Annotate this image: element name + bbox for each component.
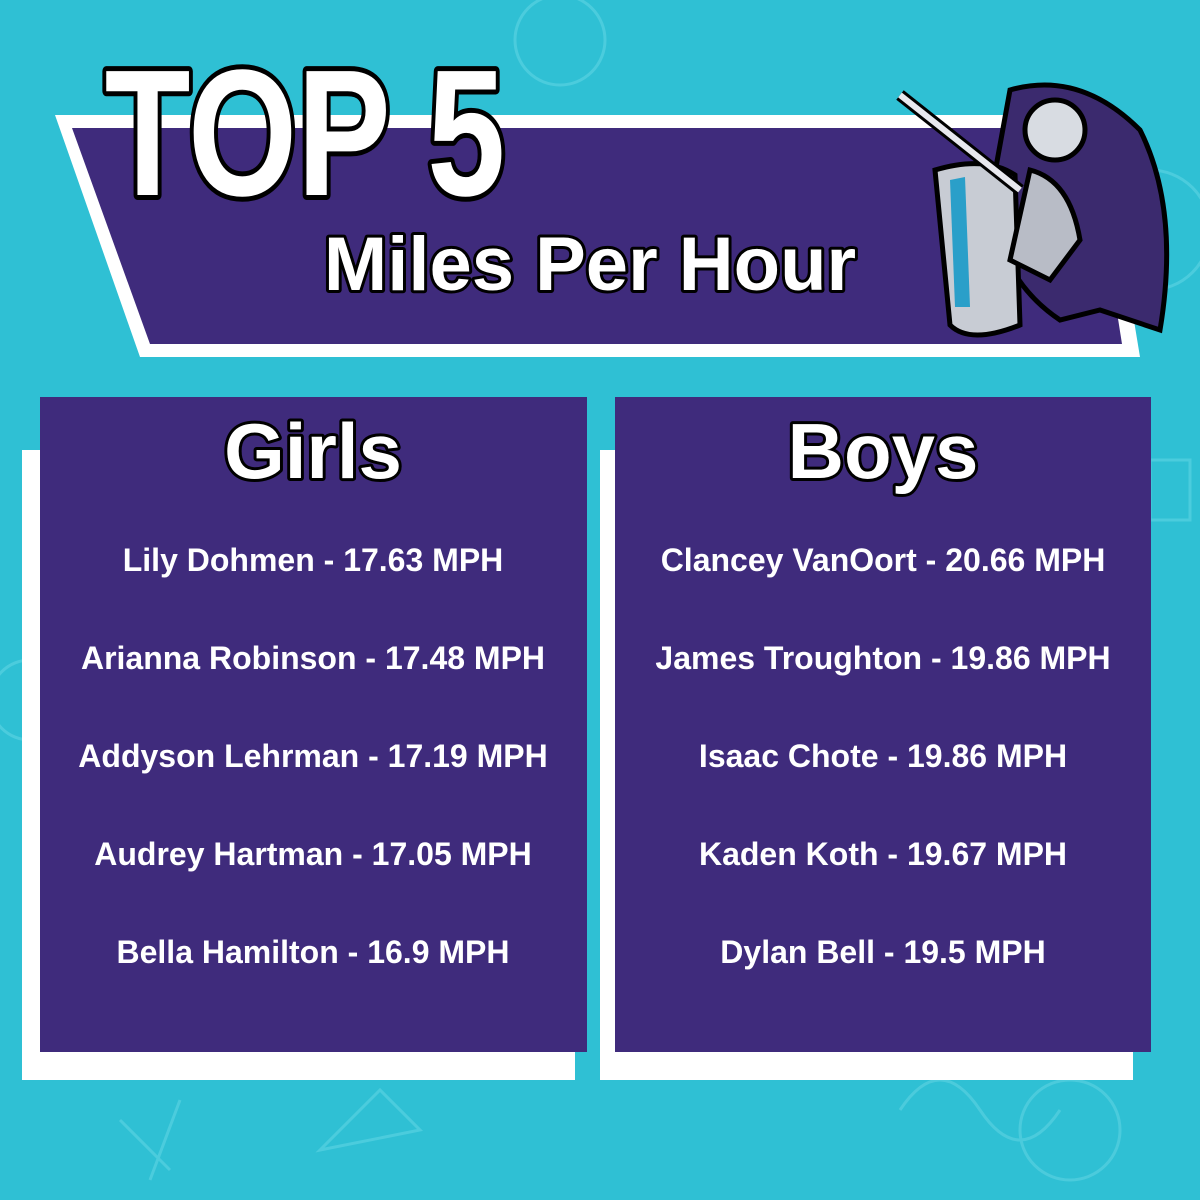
entry: Audrey Hartman - 17.05 MPH (94, 836, 531, 872)
entry: James Troughton - 19.86 MPH (655, 640, 1110, 676)
panel (615, 397, 1151, 1052)
column-heading: Girls (224, 407, 402, 495)
entry: Dylan Bell - 19.5 MPH (720, 934, 1045, 970)
entry: Isaac Chote - 19.86 MPH (699, 738, 1067, 774)
column-heading: Boys (788, 407, 979, 495)
panel (40, 397, 587, 1052)
entry: Kaden Koth - 19.67 MPH (699, 836, 1067, 872)
title: TOP 5 (105, 33, 506, 234)
entry: Addyson Lehrman - 17.19 MPH (78, 738, 547, 774)
entry: Clancey VanOort - 20.66 MPH (661, 542, 1106, 578)
subtitle: Miles Per Hour (324, 222, 856, 307)
banner (72, 128, 1122, 344)
entry: Arianna Robinson - 17.48 MPH (81, 640, 545, 676)
entry: Bella Hamilton - 16.9 MPH (117, 934, 510, 970)
entry: Lily Dohmen - 17.63 MPH (123, 542, 504, 578)
knight-logo (896, 82, 1170, 338)
